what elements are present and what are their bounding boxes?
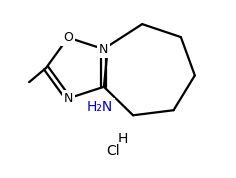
Text: H: H [118, 132, 128, 146]
Text: O: O [63, 31, 73, 44]
Text: Cl: Cl [106, 144, 120, 158]
Text: N: N [63, 92, 73, 105]
Text: N: N [99, 43, 109, 56]
Text: H₂N: H₂N [87, 100, 113, 114]
